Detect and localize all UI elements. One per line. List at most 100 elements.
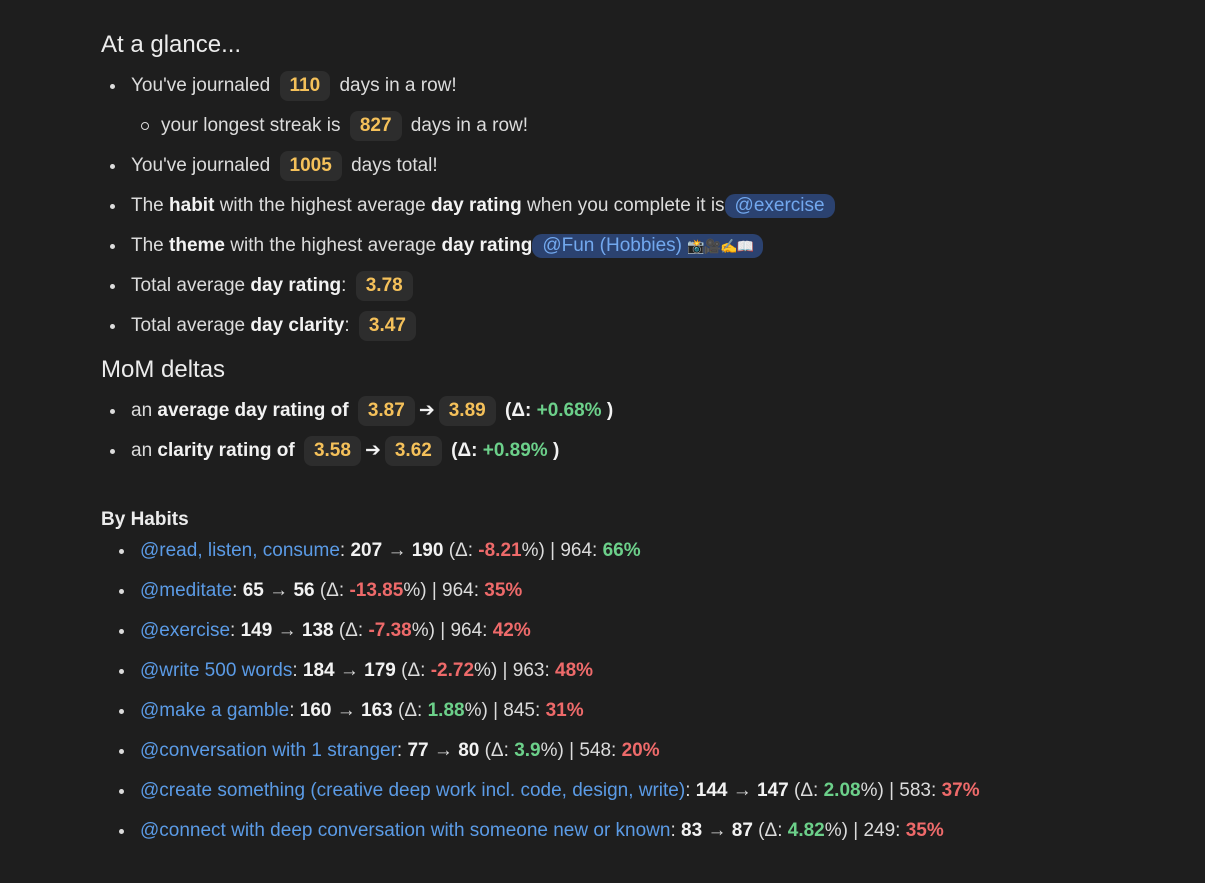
theme-emoji: 📸🎥✍️📖: [687, 238, 754, 254]
habit-arrow: →: [387, 540, 407, 561]
habit-link[interactable]: @make a gamble: [140, 700, 290, 721]
habit-row: @exercise: 149 → 138 (Δ: -7.38%) | 964: …: [119, 615, 531, 647]
habit-arrow: →: [732, 780, 752, 801]
habit-from: 77: [407, 740, 429, 761]
habit-link[interactable]: @exercise: [140, 620, 231, 641]
habit-delta-open: (Δ:: [338, 620, 369, 641]
avg-rating-colon: :: [341, 275, 347, 296]
theme-word: theme: [169, 235, 225, 256]
habit-arrow: →: [707, 820, 727, 841]
streak-suffix: days in a row!: [339, 75, 457, 96]
habit-total: 845: [503, 700, 535, 721]
habit-row: @write 500 words: 184 → 179 (Δ: -2.72%) …: [118, 655, 593, 687]
habit-word: habit: [169, 195, 215, 216]
mom-rating-item: an average day rating of 3.87 ➔ 3.89 (Δ: +…: [109, 395, 614, 427]
habit-to: 147: [757, 780, 789, 801]
theme-tag-link[interactable]: @Fun (Hobbies) 📸🎥✍️📖: [532, 234, 764, 258]
habit-arrow: →: [339, 660, 359, 681]
mom-rating-delta: +0.68%: [536, 400, 602, 421]
habit-row: @meditate: 65 → 56 (Δ: -13.85%) | 964: 3…: [118, 575, 523, 607]
avg-clarity-value: 3.47: [358, 311, 416, 341]
habit-arrow: →: [277, 620, 297, 641]
next-heading-cropped: [101, 874, 241, 883]
habit-the: The: [131, 195, 164, 216]
habit-delta: -8.21: [478, 540, 522, 561]
habit-link[interactable]: @read, listen, consume: [140, 540, 340, 561]
avg-clarity-prefix: Total average: [131, 315, 246, 336]
avg-rating-prefix: Total average: [131, 275, 246, 296]
habit-percent: 37%: [941, 780, 980, 801]
habit-link[interactable]: @connect with deep conversation with som…: [140, 820, 671, 841]
habit-percent: 35%: [484, 580, 523, 601]
habit-percent: 20%: [621, 740, 660, 761]
mom-clarity-an: an: [131, 440, 153, 461]
avg-clarity-colon: :: [344, 315, 350, 336]
habit-row: @conversation with 1 stranger: 77 → 80 (…: [119, 735, 660, 767]
habit-total: 583: [899, 780, 931, 801]
habit-delta: 3.9: [514, 740, 541, 761]
mom-heading: MoM deltas: [101, 356, 226, 383]
habit-percent: 31%: [545, 700, 584, 721]
longest-streak-item: your longest streak is 827 days in a row…: [140, 110, 529, 142]
habit-row: @make a gamble: 160 → 163 (Δ: 1.88%) | 8…: [119, 695, 584, 727]
habit-tag-link[interactable]: @exercise: [724, 194, 835, 218]
mom-clarity-label: clarity rating of: [157, 440, 295, 461]
top-habit-item: The habit with the highest average day r…: [110, 190, 835, 222]
avg-rating-value: 3.78: [355, 271, 413, 301]
habit-total: 964: [560, 540, 593, 561]
habit-delta: 2.08: [823, 780, 861, 801]
habit-delta-open: (Δ:: [401, 660, 431, 681]
mom-rating-from: 3.87: [357, 396, 415, 426]
habit-delta-open: (Δ:: [758, 820, 788, 841]
habit-delta: 1.88: [427, 700, 465, 721]
habit-delta: -13.85: [349, 580, 404, 601]
mom-rating-to: 3.89: [438, 396, 496, 426]
habit-from: 160: [299, 700, 332, 721]
habit-from: 83: [681, 820, 703, 841]
habit-from: 144: [695, 780, 728, 801]
habit-delta: -2.72: [430, 660, 475, 681]
habit-to: 56: [293, 580, 315, 601]
total-value: 1005: [279, 151, 342, 181]
top-theme-item: The theme with the highest average day r…: [109, 230, 764, 262]
habit-to: 87: [731, 820, 753, 841]
habit-delta-open: (Δ:: [319, 580, 350, 601]
habit-arrow: →: [336, 700, 356, 721]
mom-clarity-arrow: ➔: [364, 440, 381, 461]
habit-to: 190: [411, 540, 444, 561]
mom-clarity-delta-prefix: (Δ:: [451, 440, 478, 461]
streak-prefix: You've journaled: [131, 75, 271, 96]
mom-clarity-to: 3.62: [384, 436, 442, 466]
habit-total: 964: [450, 620, 483, 641]
habit-percent: 35%: [905, 820, 944, 841]
mom-clarity-close: ): [552, 440, 560, 461]
streak-value: 110: [279, 71, 331, 101]
mom-clarity-delta: +0.89%: [482, 440, 548, 461]
habit-delta: -7.38: [368, 620, 412, 641]
habit-to: 138: [301, 620, 334, 641]
habit-from: 184: [302, 660, 335, 681]
total-prefix: You've journaled: [131, 155, 271, 176]
habit-link[interactable]: @conversation with 1 stranger: [140, 740, 397, 761]
habit-arrow: →: [433, 740, 453, 761]
mom-rating-label: average day rating of: [157, 400, 349, 421]
mom-rating-an: an: [131, 400, 153, 421]
habit-link[interactable]: @meditate: [140, 580, 233, 601]
longest-suffix: days in a row!: [410, 115, 529, 136]
habit-link[interactable]: @create something (creative deep work in…: [140, 780, 686, 801]
theme-tag-label: @Fun (Hobbies): [542, 235, 683, 256]
habit-day-rating: day rating: [430, 195, 522, 216]
glance-heading: At a glance...: [101, 31, 242, 58]
habit-delta-open: (Δ:: [484, 740, 515, 761]
habit-link[interactable]: @write 500 words: [140, 660, 293, 681]
total-suffix: days total!: [351, 155, 438, 176]
theme-the: The: [131, 235, 164, 256]
habit-to: 179: [364, 660, 396, 681]
avg-rating-item: Total average day rating: 3.78: [110, 270, 417, 302]
mom-rating-close: ): [606, 400, 614, 421]
habit-from: 65: [242, 580, 264, 601]
avg-clarity-label: day clarity: [250, 315, 345, 336]
habit-total: 249: [863, 820, 896, 841]
habit-total: 963: [512, 660, 545, 681]
habit-row: @connect with deep conversation with som…: [119, 815, 944, 847]
